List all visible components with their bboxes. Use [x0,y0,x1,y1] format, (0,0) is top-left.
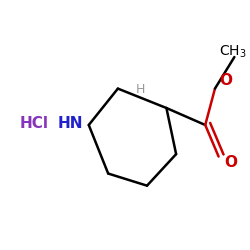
Text: HN: HN [58,116,83,131]
Text: O: O [224,155,237,170]
Text: CH$_3$: CH$_3$ [219,44,247,60]
Text: H: H [136,83,145,96]
Text: O: O [220,72,232,88]
Text: HCl: HCl [20,116,49,131]
